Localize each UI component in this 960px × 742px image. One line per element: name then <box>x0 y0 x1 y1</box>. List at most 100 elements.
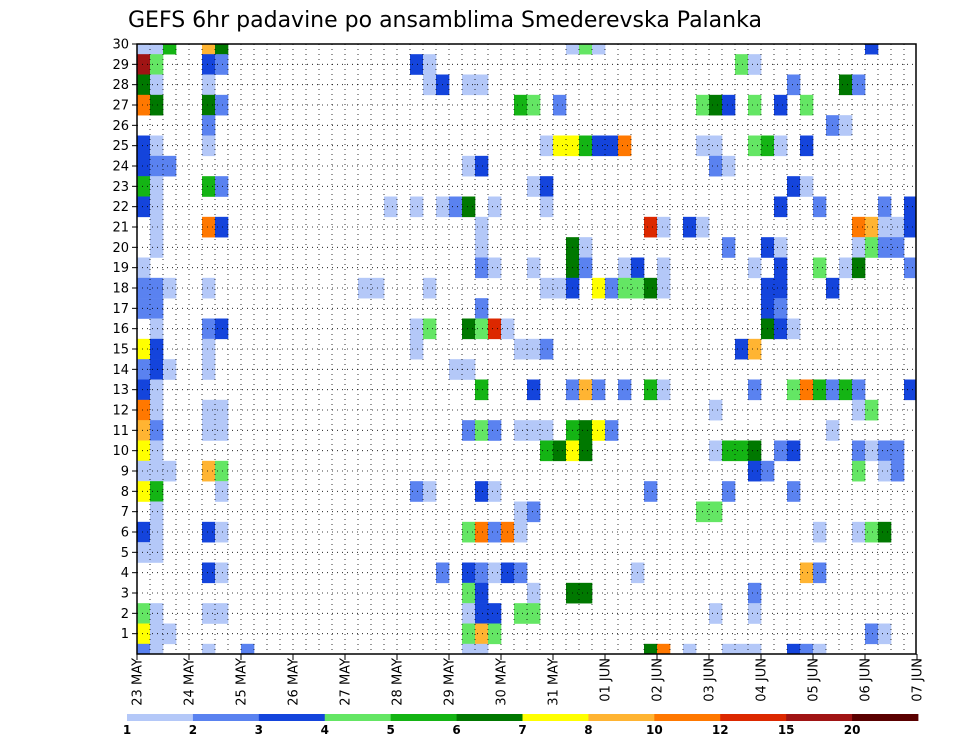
precip-cell <box>137 196 151 218</box>
precip-cell <box>202 603 216 624</box>
precip-cell <box>462 420 476 441</box>
precip-cell <box>137 521 151 543</box>
precip-cell <box>410 196 424 218</box>
precip-cell <box>137 277 151 299</box>
precip-cell <box>800 176 814 197</box>
precip-cell <box>774 257 788 279</box>
precip-cell <box>592 379 606 401</box>
precip-cell <box>527 582 541 604</box>
precip-cell <box>202 521 216 543</box>
precip-cell <box>722 94 736 116</box>
precip-cell <box>137 420 151 441</box>
y-tick-label: 12 <box>112 404 129 419</box>
precip-cell <box>150 94 164 116</box>
precip-cell <box>462 196 476 218</box>
precip-cell <box>137 379 151 401</box>
precip-cell <box>215 481 229 502</box>
y-tick-label: 2 <box>121 607 129 622</box>
precip-cell <box>644 216 658 238</box>
precip-cell <box>202 94 216 116</box>
precip-cell <box>150 176 164 197</box>
precip-cell <box>150 74 164 96</box>
precip-cell <box>878 237 892 258</box>
precip-cell <box>423 277 437 299</box>
precip-cell <box>150 460 164 482</box>
precip-cell <box>579 440 593 462</box>
precip-cell <box>540 196 554 218</box>
precip-cell <box>410 481 424 502</box>
y-tick-label: 19 <box>112 261 129 276</box>
precip-cell <box>644 643 658 655</box>
precip-cell <box>202 318 216 340</box>
precip-cell <box>462 623 476 645</box>
precip-cell <box>527 176 541 197</box>
precip-cell <box>709 440 723 462</box>
precip-cell <box>163 359 177 380</box>
precip-cell <box>137 176 151 197</box>
x-tick-label: 02 JUN <box>651 658 666 702</box>
precip-cell <box>774 298 788 319</box>
precip-cell <box>852 74 866 96</box>
precip-cell <box>202 420 216 441</box>
precip-cell <box>202 277 216 299</box>
precip-cell <box>813 521 827 543</box>
precip-cell <box>852 399 866 421</box>
legend-swatch <box>654 714 721 721</box>
precip-cell <box>865 216 879 238</box>
precip-cell <box>839 379 853 401</box>
precip-cell <box>813 562 827 584</box>
precip-cell <box>787 481 801 502</box>
precip-cell <box>215 176 229 197</box>
precip-cell <box>150 420 164 441</box>
precip-cell <box>137 135 151 157</box>
precip-cell <box>150 643 164 655</box>
precip-cell <box>839 257 853 279</box>
precip-cell <box>462 603 476 624</box>
y-tick-label: 15 <box>112 343 129 358</box>
legend-label: 2 <box>189 723 197 737</box>
precip-cell <box>215 54 229 75</box>
precip-cell <box>800 135 814 157</box>
precip-cell <box>553 94 567 116</box>
precip-cell <box>605 277 619 299</box>
y-tick-label: 23 <box>112 180 129 195</box>
precip-cell <box>657 257 671 279</box>
x-tick-label: 23 MAY <box>131 658 146 706</box>
precip-cell <box>215 420 229 441</box>
legend-swatch <box>522 714 589 721</box>
legend-swatch <box>258 714 326 721</box>
precip-cell <box>839 74 853 96</box>
precip-cell <box>202 74 216 96</box>
precip-cell <box>566 44 580 55</box>
precip-cell <box>748 257 762 279</box>
precip-cell <box>488 623 502 645</box>
precip-cell <box>163 44 177 55</box>
precip-cell <box>735 338 749 360</box>
precip-cell <box>774 440 788 462</box>
precip-cell <box>137 257 151 279</box>
precip-cell <box>813 257 827 279</box>
x-tick-label: 04 JUN <box>755 658 770 702</box>
grid-layer <box>137 43 916 654</box>
precip-cell <box>488 481 502 502</box>
x-tick-label: 06 JUN <box>859 658 874 702</box>
legend-swatch <box>192 714 260 721</box>
precip-cell <box>137 54 151 75</box>
precip-cell <box>748 379 762 401</box>
precip-cell <box>852 379 866 401</box>
y-tick-label: 13 <box>112 383 129 398</box>
precip-cell <box>514 521 528 543</box>
precip-cell <box>137 623 151 645</box>
precip-cell <box>150 399 164 421</box>
precip-cell <box>137 155 151 177</box>
precip-cell <box>475 298 489 319</box>
precip-cell <box>137 44 151 55</box>
precip-cell <box>748 135 762 157</box>
precip-cell <box>774 237 788 258</box>
precip-cell <box>137 460 151 482</box>
precip-cell <box>150 237 164 258</box>
precip-cell <box>748 54 762 75</box>
chart-title: GEFS 6hr padavine po ansamblima Smederev… <box>128 8 762 33</box>
precip-cell <box>137 542 151 563</box>
legend-swatch <box>456 714 523 721</box>
